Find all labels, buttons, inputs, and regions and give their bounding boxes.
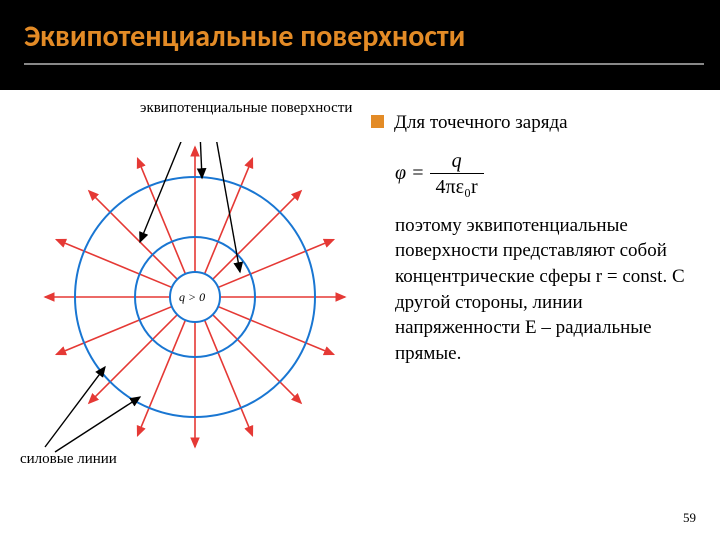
intro-line: Для точечного заряда [394,110,568,136]
diagram-label-fieldlines: силовые линии [20,451,117,468]
formula: φ = q 4πε₀r [395,150,700,199]
formula-lhs: φ = [395,162,425,184]
text-area: Для точечного заряда φ = q 4πε₀r поэтому… [371,100,700,480]
page-number: 59 [683,510,696,526]
svg-text:q > 0: q > 0 [179,290,205,304]
field-diagram: q > 0 [30,142,360,462]
title-underline [24,63,704,65]
bullet-icon [371,115,384,128]
content-area: эквипотенциальные поверхности q > 0 сило… [0,90,720,480]
formula-numerator: q [430,150,484,173]
diagram-label-equipotential: эквипотенциальные поверхности [140,100,352,117]
body-paragraph: поэтому эквипотенциальные поверхности пр… [395,213,700,367]
slide-title: Эквипотенциальные поверхности [24,18,696,55]
formula-denominator: 4πε₀r [430,173,484,199]
diagram-area: эквипотенциальные поверхности q > 0 сило… [20,100,359,480]
